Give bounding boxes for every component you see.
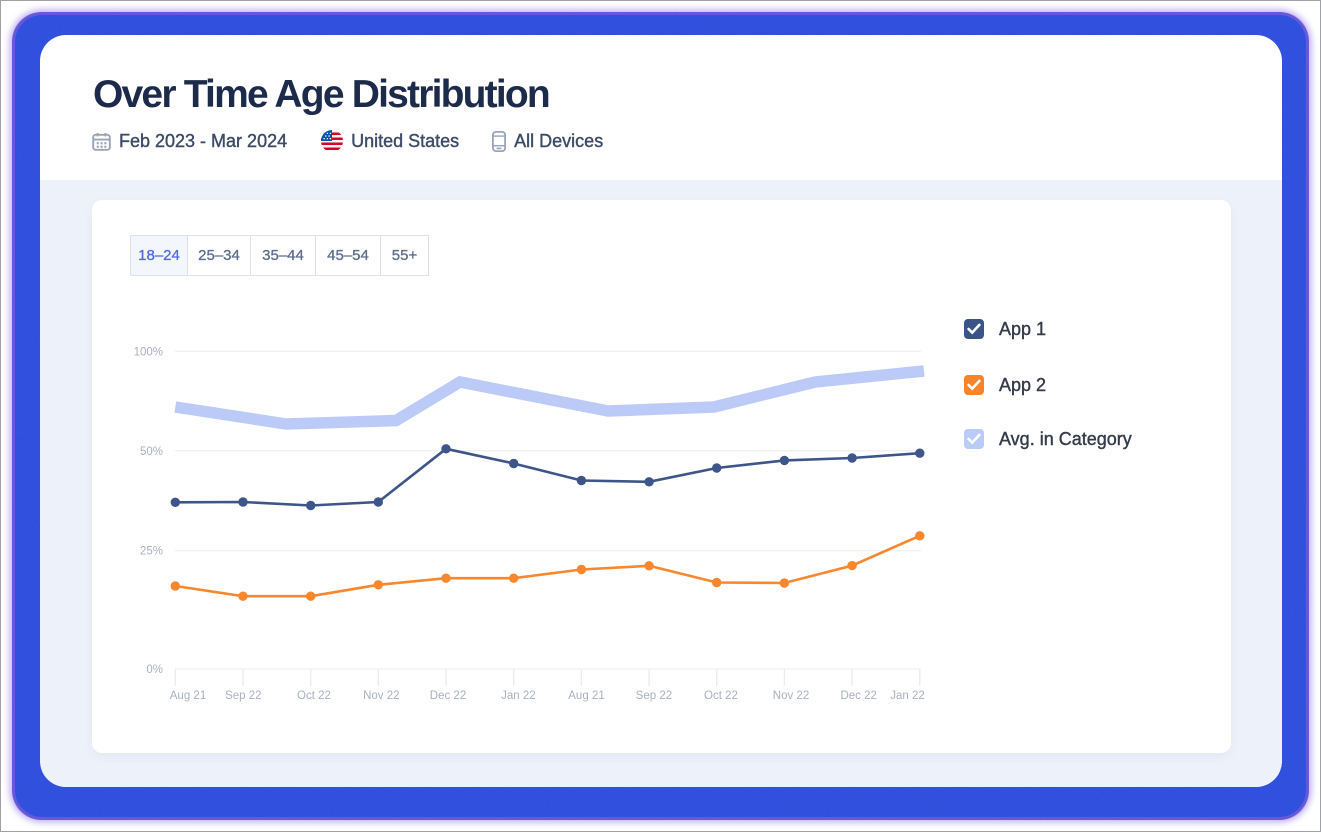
svg-text:Oct 22: Oct 22 (704, 690, 738, 702)
svg-text:Sep 22: Sep 22 (636, 690, 672, 702)
svg-text:Dec 22: Dec 22 (840, 690, 876, 702)
svg-text:0%: 0% (146, 664, 163, 676)
svg-text:Sep 22: Sep 22 (225, 690, 261, 702)
svg-text:Jan 22: Jan 22 (501, 690, 536, 702)
svg-text:Oct 22: Oct 22 (297, 690, 331, 702)
svg-text:25%: 25% (140, 546, 163, 558)
svg-text:Dec 22: Dec 22 (430, 690, 466, 702)
svg-text:Aug 21: Aug 21 (170, 690, 206, 702)
svg-text:Aug 21: Aug 21 (568, 690, 604, 702)
svg-text:Nov 22: Nov 22 (773, 690, 809, 702)
svg-text:100%: 100% (134, 346, 163, 358)
svg-text:Nov 22: Nov 22 (363, 690, 399, 702)
svg-text:50%: 50% (140, 446, 163, 458)
svg-text:Jan 22: Jan 22 (890, 690, 925, 702)
